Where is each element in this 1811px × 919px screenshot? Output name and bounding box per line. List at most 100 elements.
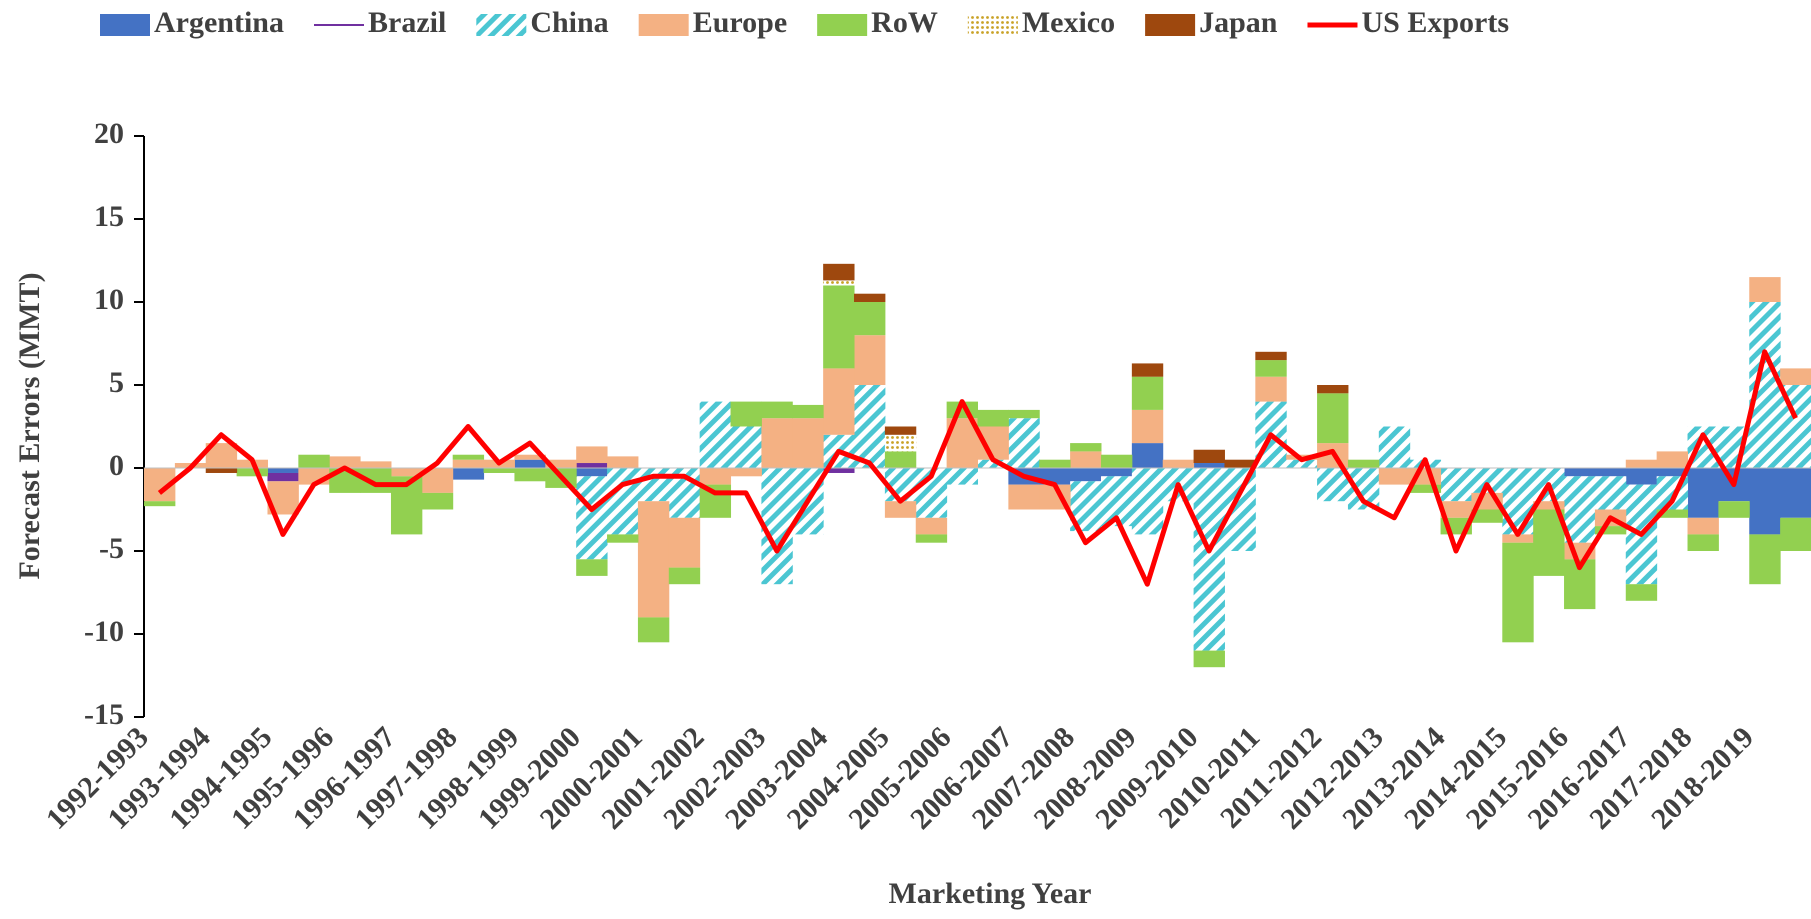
bar-segment xyxy=(761,401,793,419)
bar-segment xyxy=(514,459,546,468)
bar-segment xyxy=(1409,484,1442,493)
bar-segment xyxy=(761,468,793,585)
legend-item: Europe xyxy=(638,6,787,39)
legend-swatch xyxy=(476,14,527,36)
bar-segment xyxy=(1656,451,1689,468)
legend-label: Brazil xyxy=(368,6,446,39)
legend-swatch xyxy=(1145,14,1196,36)
bar-segment xyxy=(1224,459,1256,468)
bar-segment xyxy=(1193,463,1225,468)
bar-segment xyxy=(607,534,639,543)
legend-label: Europe xyxy=(693,6,787,39)
bar-segment xyxy=(1687,534,1719,551)
bar-segment xyxy=(421,492,454,510)
line-series xyxy=(157,349,1798,587)
bar-segment xyxy=(1502,542,1534,643)
bar-segment xyxy=(1780,468,1811,518)
bar-segment xyxy=(823,368,855,435)
bar-segment xyxy=(1749,302,1781,468)
bar-segment xyxy=(1625,459,1658,468)
bar-segment xyxy=(1502,534,1534,543)
bar-segment xyxy=(1317,468,1349,502)
bar-segment xyxy=(1100,468,1133,477)
y-tick-label: -10 xyxy=(84,615,124,648)
bar-segment xyxy=(884,426,917,435)
bar-segment xyxy=(668,567,701,585)
bar-segment xyxy=(884,451,917,468)
bar-segment xyxy=(854,335,886,385)
bar-segment xyxy=(1533,509,1565,576)
bar-segment xyxy=(607,456,639,468)
bar-segment xyxy=(452,459,485,468)
bar-segment xyxy=(1471,509,1503,523)
bar-segment xyxy=(236,468,268,477)
bar-segment xyxy=(1100,454,1133,468)
bar-segment xyxy=(854,385,886,468)
bar-segment xyxy=(1440,468,1472,502)
bar-segment xyxy=(915,534,948,543)
bar-segment xyxy=(1533,501,1565,510)
bar-segment xyxy=(1749,277,1781,302)
bar-segment xyxy=(1625,584,1658,601)
bar-segment xyxy=(637,617,670,643)
bar-segment xyxy=(452,468,485,480)
bar-segment xyxy=(1008,418,1040,468)
bar-segment xyxy=(1347,459,1380,468)
bar-segment xyxy=(854,293,886,302)
bar-segment xyxy=(823,263,855,281)
bar-segment xyxy=(699,401,732,468)
bar-segment xyxy=(576,463,608,468)
bar-segment xyxy=(1255,376,1287,402)
bar-segment xyxy=(1564,468,1596,477)
bar-segment xyxy=(452,454,485,460)
bar-segment xyxy=(576,468,608,477)
legend-label: China xyxy=(530,6,608,39)
plot-area: -15-10-5051015201992-19931993-19941994-1… xyxy=(40,117,1811,836)
legend-label: Japan xyxy=(1199,6,1278,39)
legend-label: US Exports xyxy=(1361,6,1509,39)
legend-label: RoW xyxy=(871,6,938,39)
bar-segment xyxy=(854,302,886,336)
bar-segment xyxy=(607,468,639,535)
bar-segment xyxy=(823,285,855,369)
legend: Argentina Brazil China Europe RoW Mexico Japan… xyxy=(100,6,1509,39)
bar-segment xyxy=(1131,443,1164,468)
bar-segment xyxy=(792,404,824,419)
bar-segment xyxy=(823,280,855,286)
bar-segment xyxy=(884,434,917,452)
bar-segment xyxy=(1749,468,1781,535)
bar-segment xyxy=(1317,393,1349,444)
bar-segment xyxy=(1378,426,1411,468)
y-tick-label: 5 xyxy=(109,366,124,399)
bar-segment xyxy=(1193,449,1225,464)
bar-segment xyxy=(1718,501,1750,518)
bar-segment xyxy=(1656,509,1689,518)
bar-segment xyxy=(1131,363,1164,377)
legend-item: Argentina xyxy=(100,6,284,39)
bar-segment xyxy=(1162,459,1195,468)
bar-segment xyxy=(576,476,608,560)
bar-segment xyxy=(730,468,762,477)
legend-item: Mexico xyxy=(967,6,1115,39)
bar-segment xyxy=(390,468,423,477)
legend-item: Brazil xyxy=(314,6,446,39)
bar-segment xyxy=(1594,468,1627,477)
bar-segment xyxy=(144,501,176,507)
bar-segment xyxy=(1594,526,1627,535)
bar-segment xyxy=(1008,484,1040,510)
bar-segment xyxy=(946,468,978,485)
bar-segment xyxy=(1502,468,1534,535)
bar-segment xyxy=(1564,476,1596,543)
bar-segment xyxy=(329,456,361,468)
bar-segment xyxy=(1070,451,1102,468)
bar-segment xyxy=(1594,476,1627,510)
bar-segment xyxy=(699,468,732,485)
bar-segment xyxy=(1749,534,1781,585)
legend-item: China xyxy=(476,6,609,39)
legend-swatch xyxy=(638,14,689,36)
bar-segment xyxy=(1780,368,1811,385)
legend-label: Mexico xyxy=(1022,6,1115,39)
bar-segment xyxy=(730,401,762,427)
y-tick-label: 10 xyxy=(94,283,124,316)
